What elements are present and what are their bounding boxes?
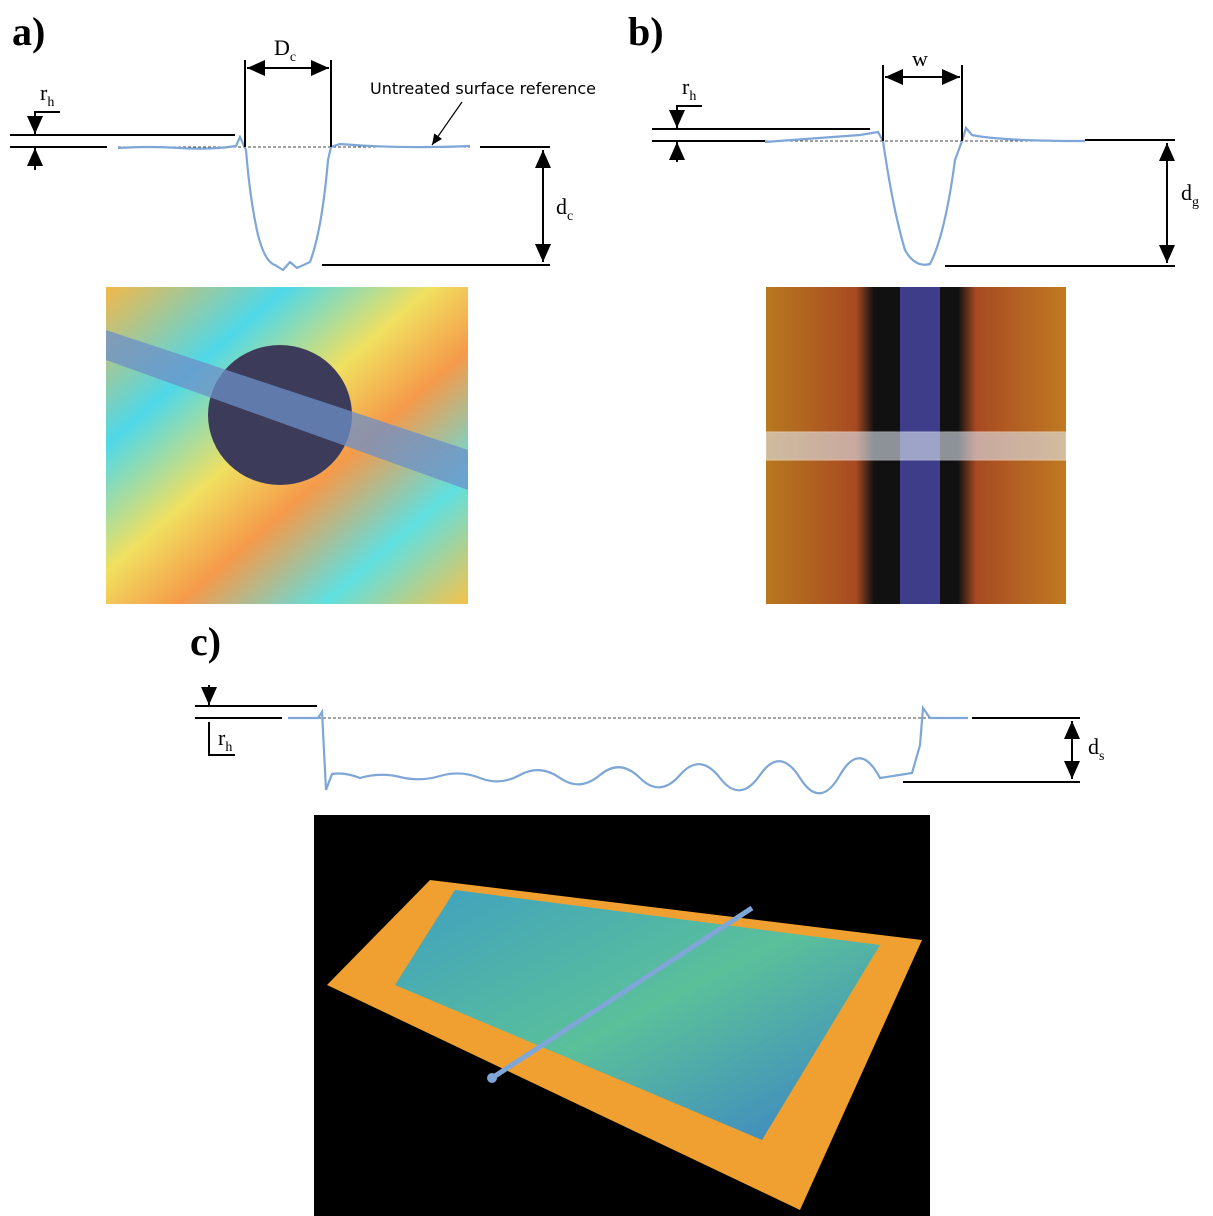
annotation: Untreated surface reference [370, 79, 596, 98]
dim-label: rh [40, 80, 54, 110]
profile [288, 708, 968, 793]
dim-line [35, 112, 60, 130]
dim-line [677, 106, 702, 122]
scan-band [766, 432, 1066, 460]
scan-start [487, 1073, 497, 1083]
dim-label: dc [556, 194, 573, 224]
profile [765, 128, 1085, 265]
panel-label: c) [190, 619, 221, 664]
panel-label: a) [12, 9, 45, 54]
surface-line [10, 135, 235, 147]
dim-label: Dc [274, 35, 296, 65]
dim-label: rh [682, 74, 696, 104]
figure: a) Dc dc rh Untreated surface reference … [0, 0, 1213, 1216]
panel-a: a) Dc dc rh Untreated surface reference [10, 9, 596, 604]
panel-c: c) ds rh [190, 619, 1104, 1216]
dim-line [945, 140, 1175, 266]
annotation-arrow [432, 102, 462, 145]
panel-label: b) [628, 9, 664, 54]
dim-label: rh [218, 725, 232, 755]
profile [118, 137, 470, 270]
dim-label: w [912, 46, 928, 71]
dim-label: ds [1088, 734, 1104, 764]
dim-line [322, 147, 550, 265]
dim-label: dg [1181, 180, 1199, 210]
panel-b: b) w dg rh [628, 9, 1199, 604]
surface-line [652, 129, 870, 141]
dim-line [245, 60, 331, 147]
